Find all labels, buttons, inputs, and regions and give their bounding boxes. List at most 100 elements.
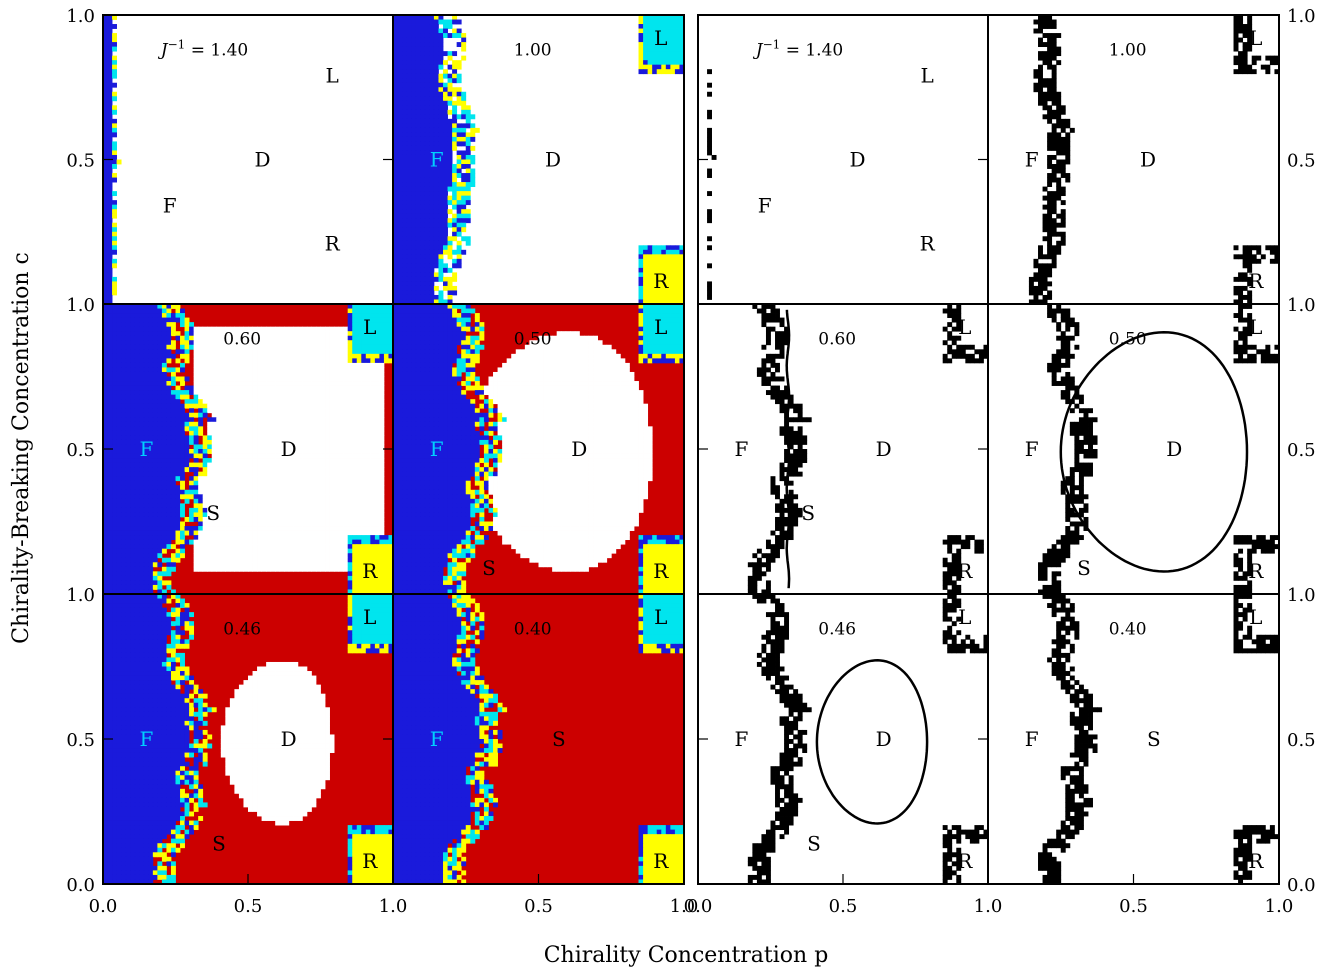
phase-cell [315,557,321,563]
phase-cell [252,326,258,332]
phase-cell [161,476,167,482]
phase-cell [311,530,317,536]
phase-cell [374,304,380,309]
phase-cell [406,249,412,255]
phase-cell [452,236,458,242]
phase-cell [397,258,403,264]
phase-cell [388,358,394,364]
phase-cell [393,254,398,260]
phase-cell [383,335,389,341]
phase-cell [238,430,244,436]
phase-cell [343,399,349,405]
phase-cell [325,480,330,486]
phase-cell [429,204,435,210]
phase-cell [125,317,131,323]
phase-cell [180,403,185,409]
phase-cell [329,539,335,545]
phase-cell [406,159,412,165]
phase-cell [211,435,217,441]
phase-cell [157,580,163,586]
phase-cell [361,458,367,463]
phase-cell [257,526,262,531]
phase-cell [461,100,467,106]
phase-cell [461,109,467,115]
phase-cell [311,553,317,559]
phase-cell [184,462,190,468]
phase-cell [379,530,385,536]
phase-cell [175,557,181,563]
phase-cell [166,412,172,418]
phase-cell [370,589,376,595]
phase-cell [125,553,131,559]
phase-cell [334,467,340,473]
phase-cell [216,331,222,337]
phase-cell [112,426,117,432]
phase-cell [420,123,426,129]
phase-cell [334,394,340,400]
phase-cell [266,498,272,504]
phase-cell [652,290,658,296]
phase-cell [112,548,117,554]
phase-cell [148,394,154,400]
phase-cell [638,263,644,269]
phase-cell [193,444,199,450]
phase-cell [411,182,417,187]
phase-cell [643,60,649,66]
phase-cell [170,494,176,500]
phase-cell [452,290,458,296]
phase-cell [374,526,380,531]
phase-cell [175,426,181,432]
phase-cell [116,575,122,581]
phase-cell [284,530,290,536]
phase-cell [415,213,421,219]
phase-cell [103,358,108,364]
phase-cell [393,299,398,305]
phase-cell [661,51,667,57]
phase-cell [257,503,262,509]
phase-cell [393,222,398,228]
phase-cell [438,254,444,260]
phase-cell [107,82,113,88]
phase-cell [415,249,421,255]
phase-cell [643,24,649,29]
phase-cell [170,326,176,332]
phase-cell [103,100,108,106]
phase-cell [107,385,113,391]
phase-cell [121,584,127,590]
phase-cell [103,439,108,445]
phase-cell [356,417,362,423]
phase-cell [238,362,244,368]
phase-cell [284,385,290,391]
phase-cell [674,304,680,309]
phase-cell [406,132,412,138]
phase-cell [170,426,176,432]
phase-cell [234,340,240,346]
phase-cell [452,64,458,70]
phase-cell [257,408,262,414]
phase-cell [148,494,154,500]
phase-cell [130,562,136,568]
phase-cell [297,435,303,441]
jinv-exponent: −1 [168,37,186,51]
phase-cell [461,150,467,156]
phase-cell [347,449,353,454]
phase-cell [293,521,299,527]
phase-cell [406,177,412,183]
phase-cell [365,444,371,450]
phase-cell [674,51,680,57]
phase-cell [411,272,417,278]
phase-cell [374,535,380,541]
phase-cell [420,114,426,120]
phase-cell [452,109,458,115]
phase-cell [225,421,231,427]
phase-cell [365,580,371,586]
phase-cell [184,390,190,396]
phase-cell [184,399,190,405]
phase-cell [261,412,267,418]
phase-cell [252,435,258,441]
phase-cell [184,516,190,522]
phase-cell [447,177,453,183]
phase-cell [261,340,267,346]
phase-cell [180,376,185,382]
phase-cell [198,539,204,545]
